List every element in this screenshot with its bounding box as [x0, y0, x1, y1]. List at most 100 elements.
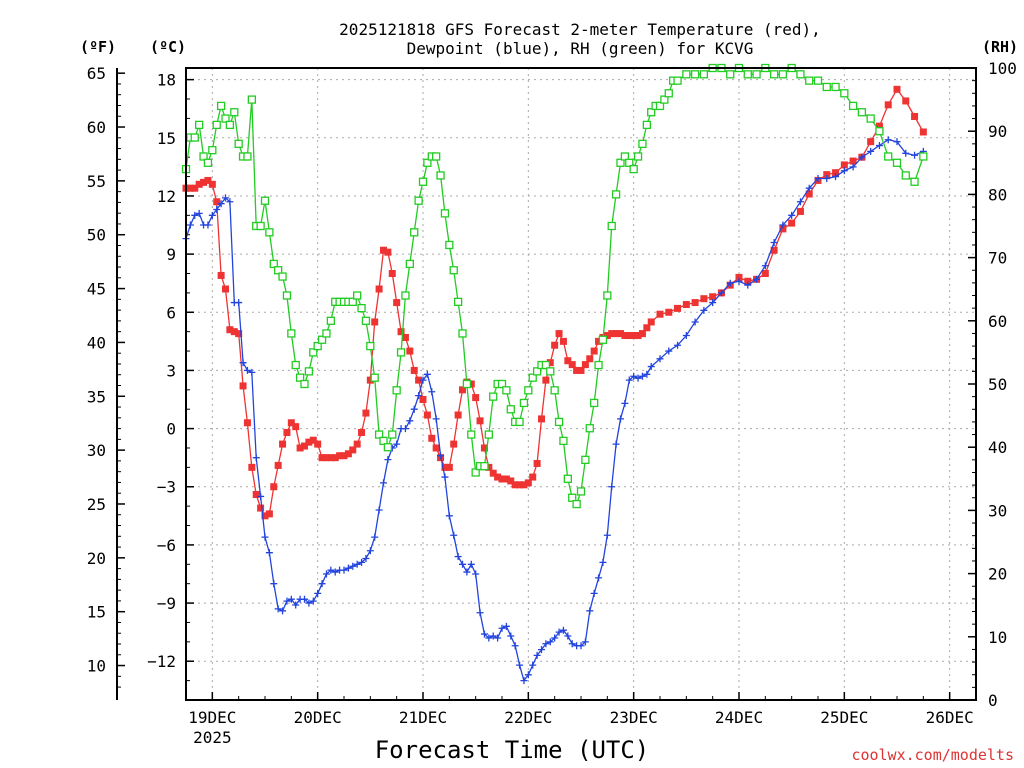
temperature-point — [243, 419, 251, 427]
rh-point — [585, 424, 594, 433]
temperature-point — [735, 273, 743, 281]
temperature-point — [358, 428, 366, 436]
rh-point — [405, 259, 414, 269]
rh-point — [326, 316, 335, 325]
temperature-point — [498, 475, 506, 483]
rh-tick-label: 50 — [988, 375, 1007, 394]
rh-point — [199, 152, 208, 161]
rh-point — [418, 177, 428, 186]
rh-point — [515, 417, 524, 427]
rh-point — [221, 114, 230, 123]
rh-point — [769, 70, 779, 79]
rh-point — [361, 316, 371, 325]
temperature-point — [485, 463, 493, 471]
dewpoint-point — [265, 549, 273, 557]
dewpoint-point — [195, 209, 203, 217]
temperature-point — [603, 332, 611, 340]
rh-point — [822, 82, 831, 92]
rh-point — [396, 348, 406, 357]
temperature-point — [186, 184, 194, 192]
dewpoint-point — [366, 547, 374, 555]
rh-point — [519, 398, 529, 408]
dewpoint-point — [823, 175, 831, 183]
celsius-tick-label: −12 — [147, 652, 176, 671]
rh-point — [857, 108, 867, 117]
dewpoint-point — [380, 479, 387, 487]
dewpoint-point — [239, 359, 247, 367]
rh-point — [506, 405, 515, 414]
rh-point — [528, 373, 537, 382]
temperature-point — [788, 219, 796, 227]
dewpoint-point — [322, 570, 330, 578]
temperature-point — [612, 330, 620, 338]
dewpoint-point — [555, 628, 563, 636]
temperature-point — [283, 428, 291, 436]
rh-point — [414, 196, 423, 205]
dewpoint-point — [599, 558, 607, 566]
temperature-point — [529, 473, 537, 481]
dewpoint-point — [371, 533, 379, 541]
dewpoint-point — [581, 638, 589, 646]
rh-point — [392, 386, 401, 395]
dewpoint-point — [577, 642, 585, 650]
rh-point — [458, 329, 467, 338]
x-tick-label: 20DEC — [294, 708, 342, 727]
temperature-point — [586, 355, 594, 363]
dewpoint-point — [301, 595, 308, 603]
dewpoint-point — [191, 211, 199, 219]
temperature-point — [849, 157, 857, 165]
temperature-point — [524, 479, 532, 487]
series-dewpoint — [182, 136, 927, 685]
rh-point — [216, 101, 226, 111]
dewpoint-point — [779, 221, 787, 229]
temperature-point — [415, 376, 423, 384]
rh-tick-label: 90 — [988, 122, 1007, 141]
temperature-point — [568, 361, 576, 369]
dewpoint-point — [463, 568, 471, 576]
rh-point — [901, 171, 910, 180]
dewpoint-point — [665, 347, 673, 355]
temperature-point — [805, 190, 813, 198]
rh-point — [642, 120, 651, 130]
rh-tick-label: 20 — [988, 565, 1007, 584]
temperature-point — [590, 347, 598, 355]
temperature-point — [507, 477, 515, 485]
dewpoint-point — [529, 661, 537, 669]
dewpoint-point — [603, 531, 611, 539]
dewpoint-point — [349, 562, 357, 570]
temperature-point — [406, 347, 414, 355]
temperature-point — [542, 376, 550, 384]
temperature-point — [875, 122, 883, 130]
dewpoint-point — [805, 184, 813, 192]
chart-title-line1: 2025121818 GFS Forecast 2-meter Temperat… — [339, 20, 821, 39]
rh-point — [598, 335, 608, 344]
axes: 1815129630−3−6−9−12656055504540353025201… — [87, 59, 1017, 747]
temperature-point — [656, 310, 664, 318]
temperature-point — [195, 180, 203, 188]
temperature-point — [454, 411, 462, 419]
temperature-point — [200, 178, 208, 186]
dewpoint-point — [533, 651, 541, 659]
fahrenheit-tick-label: 10 — [87, 657, 106, 676]
temperature-point — [744, 277, 752, 285]
rh-point — [866, 114, 875, 123]
dewpoint-point — [415, 392, 423, 400]
dewpoint-point — [467, 560, 475, 568]
temperature-point — [274, 461, 282, 469]
rh-point — [664, 89, 673, 98]
celsius-tick-label: 15 — [157, 129, 176, 148]
dewpoint-point — [796, 198, 804, 206]
dewpoint-point — [546, 638, 554, 646]
fahrenheit-tick-label: 40 — [87, 333, 106, 352]
dewpoint-point — [344, 564, 352, 572]
temperature-point — [445, 463, 453, 471]
fahrenheit-tick-label: 25 — [87, 495, 106, 514]
dewpoint-point — [849, 163, 857, 171]
dewpoint-point — [647, 363, 655, 371]
dewpoint-point — [735, 277, 743, 285]
dewpoint-point — [270, 580, 278, 588]
x-axis-label: Forecast Time (UTC) — [375, 736, 650, 764]
rh-point — [524, 386, 533, 395]
rh-point — [278, 272, 287, 281]
